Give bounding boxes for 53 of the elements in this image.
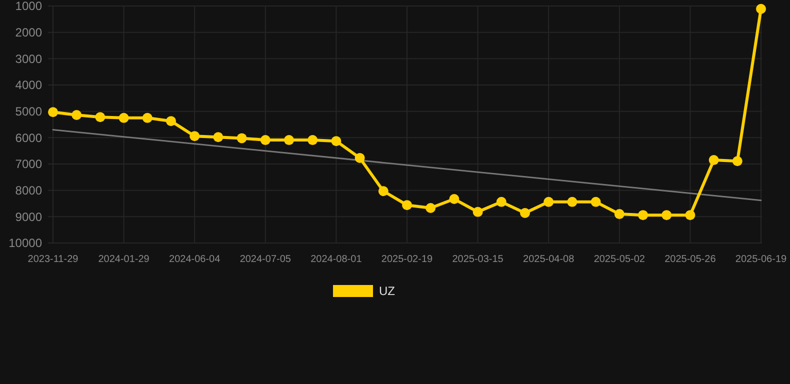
point [520,208,530,218]
point [567,196,578,207]
point [449,194,460,204]
point [48,107,58,118]
point [378,186,388,196]
point [685,210,696,220]
x-tick-label: 2025-03-15 [452,254,504,265]
point [496,196,506,207]
point [472,206,483,217]
point [260,135,270,146]
point [72,110,82,120]
point [708,155,719,166]
point [732,156,742,166]
point [142,112,152,123]
point [638,210,648,220]
y-tick-label: 7000 [15,157,42,172]
x-tick-label: 2025-06-19 [735,254,788,265]
x-tick-label: 2023-11-29 [28,254,79,265]
y-tick-label: 8000 [15,184,42,198]
legend-label: UZ [379,284,395,298]
point [190,131,200,142]
y-tick-label: 4000 [15,78,42,92]
point [166,116,176,126]
point [118,112,129,123]
y-tick-label: 1000 [15,0,42,14]
x-tick-label: 2024-06-04 [169,254,221,265]
y-tick-label: 9000 [15,210,42,224]
x-tick-label: 2025-05-02 [594,254,646,265]
x-tick-label: 2024-07-05 [240,254,292,265]
y-tick-label: 2000 [15,26,42,40]
point [331,136,342,146]
x-tick-label: 2024-01-29 [98,254,150,265]
point [662,210,672,220]
x-tick-label: 2025-05-26 [664,254,716,265]
y-tick-label: 10000 [8,236,42,250]
y-tick-label: 6000 [15,130,42,145]
point [614,209,624,220]
point [544,196,554,207]
point [95,112,106,122]
point [284,135,294,146]
point [213,132,224,142]
point [236,133,247,144]
point [402,200,412,210]
point [308,135,318,146]
point [590,196,601,207]
x-tick-label: 2025-04-08 [523,254,575,265]
point [354,152,365,163]
x-tick-label: 2025-02-19 [381,254,434,265]
y-tick-label: 5000 [15,104,42,119]
x-tick-label: 2024-08-01 [310,254,362,265]
y-tick-label: 3000 [15,52,42,66]
point [756,4,766,14]
point [426,202,436,213]
